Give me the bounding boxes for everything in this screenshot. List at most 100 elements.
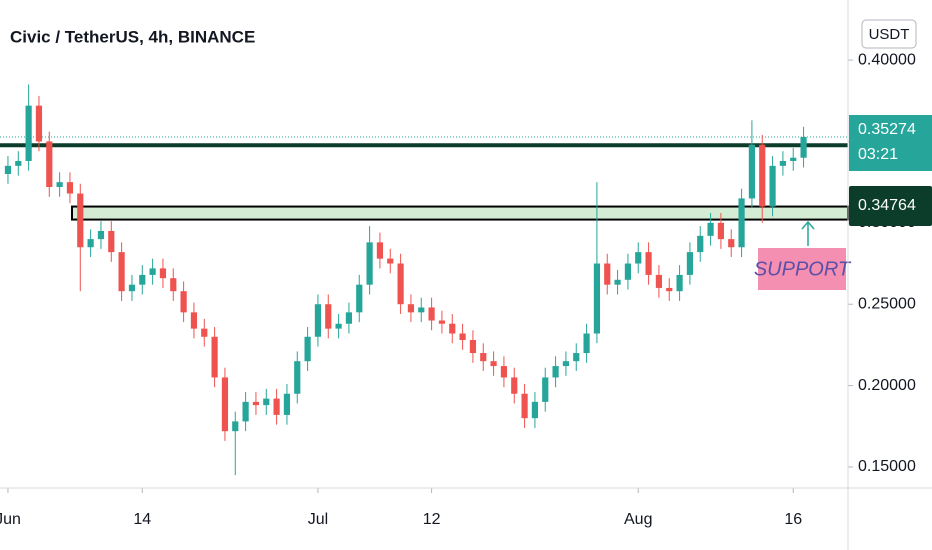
candles-layer [4,84,807,476]
candle-body [707,222,714,236]
candle-body [190,312,198,329]
chart-title: Civic / TetherUS, 4h, BINANCE [10,27,255,46]
x-tick-label: 12 [423,511,441,528]
candle-body [283,393,291,415]
candle-body [469,340,477,354]
candle-body [180,291,187,313]
candle-body [221,377,229,432]
candle-body [490,361,497,367]
y-tick-label: 0.20000 [858,377,916,394]
candle-body [387,258,394,264]
candle-body [345,312,353,324]
candle-body [87,239,94,248]
currency-button[interactable] [861,19,917,49]
candle-body [511,377,518,394]
candle-body [366,242,373,285]
candle-body [573,353,580,362]
candle-body [635,252,642,264]
candle-body [500,366,508,378]
candle-body [697,235,704,253]
candle-body [273,398,280,415]
candle-body [480,353,487,362]
candle-body [252,401,260,406]
candle-body [108,230,115,253]
candle-body [790,157,797,161]
candle-body [294,361,301,394]
candle-body [56,182,63,188]
candle-body [35,105,43,142]
candle-body [779,160,787,166]
overlay-layer: 0.35274 03:21 0.34764 SUPPORT [754,114,932,290]
candle-body [139,274,146,285]
candle-body [686,252,694,275]
levels-layer [0,136,849,221]
x-tick-label: 16 [784,511,802,528]
annotation-box [758,248,846,290]
last-price-box [849,114,932,171]
candle-body [552,366,559,378]
candle-body [759,144,766,207]
candle-body [232,421,239,432]
candle-body [717,222,725,240]
currency-label[interactable]: USDT [869,26,910,43]
candle-body [769,165,776,207]
support-zone [71,205,849,221]
candle-body [800,137,807,158]
candle-body [15,160,22,166]
candle-body [263,398,270,406]
candle-body [728,239,735,248]
candle-body [428,307,435,321]
candle-body [304,336,311,362]
candle-body [170,278,177,292]
candle-body [407,304,415,313]
candle-body [159,268,167,279]
candle-body [77,193,84,248]
candle-body [418,307,425,313]
candle-body [604,263,611,285]
resistance-price-box [849,186,932,226]
candle-body [25,105,32,161]
candle-body [46,141,53,188]
candle-body [4,165,12,174]
candle-body [614,279,621,285]
candle-body [738,198,745,248]
x-tick-label: Jun [0,511,21,528]
candle-body [562,361,570,367]
candle-body [459,333,466,341]
x-tick-label: 14 [133,511,151,528]
annotation-arrowhead [801,220,815,230]
annotation-text: SUPPORT [754,258,852,280]
candle-body [593,263,601,334]
candle-body [676,274,683,292]
candle-body [655,274,663,288]
candle-body [242,401,249,422]
candle-body [583,333,590,354]
candle-body [325,304,332,329]
candle-body [397,263,404,305]
candle-body [335,323,342,329]
candle-body [449,323,456,334]
candle-body [438,320,446,324]
candle-body [66,182,74,194]
candle-body [666,287,673,292]
candle-body [376,242,384,259]
candle-body [211,336,218,378]
y-tick-label: 0.40000 [858,51,916,68]
candle-body [521,393,528,419]
candle-body [624,263,632,280]
candle-body [149,268,156,275]
y-tick-label: 0.15000 [858,458,916,475]
candle-body [128,284,136,292]
candle-body [542,377,549,402]
candle-body [118,252,125,292]
last-price-label: 0.35274 [858,121,916,138]
resistance-price-label: 0.34764 [858,197,916,214]
candle-body [201,328,208,337]
countdown-label: 03:21 [858,146,898,163]
x-tick-label: Jul [308,511,328,528]
x-tick-label: Aug [624,511,652,528]
candle-body [314,304,322,337]
y-tick-label: 0.25000 [858,295,916,312]
candle-body [645,252,652,275]
